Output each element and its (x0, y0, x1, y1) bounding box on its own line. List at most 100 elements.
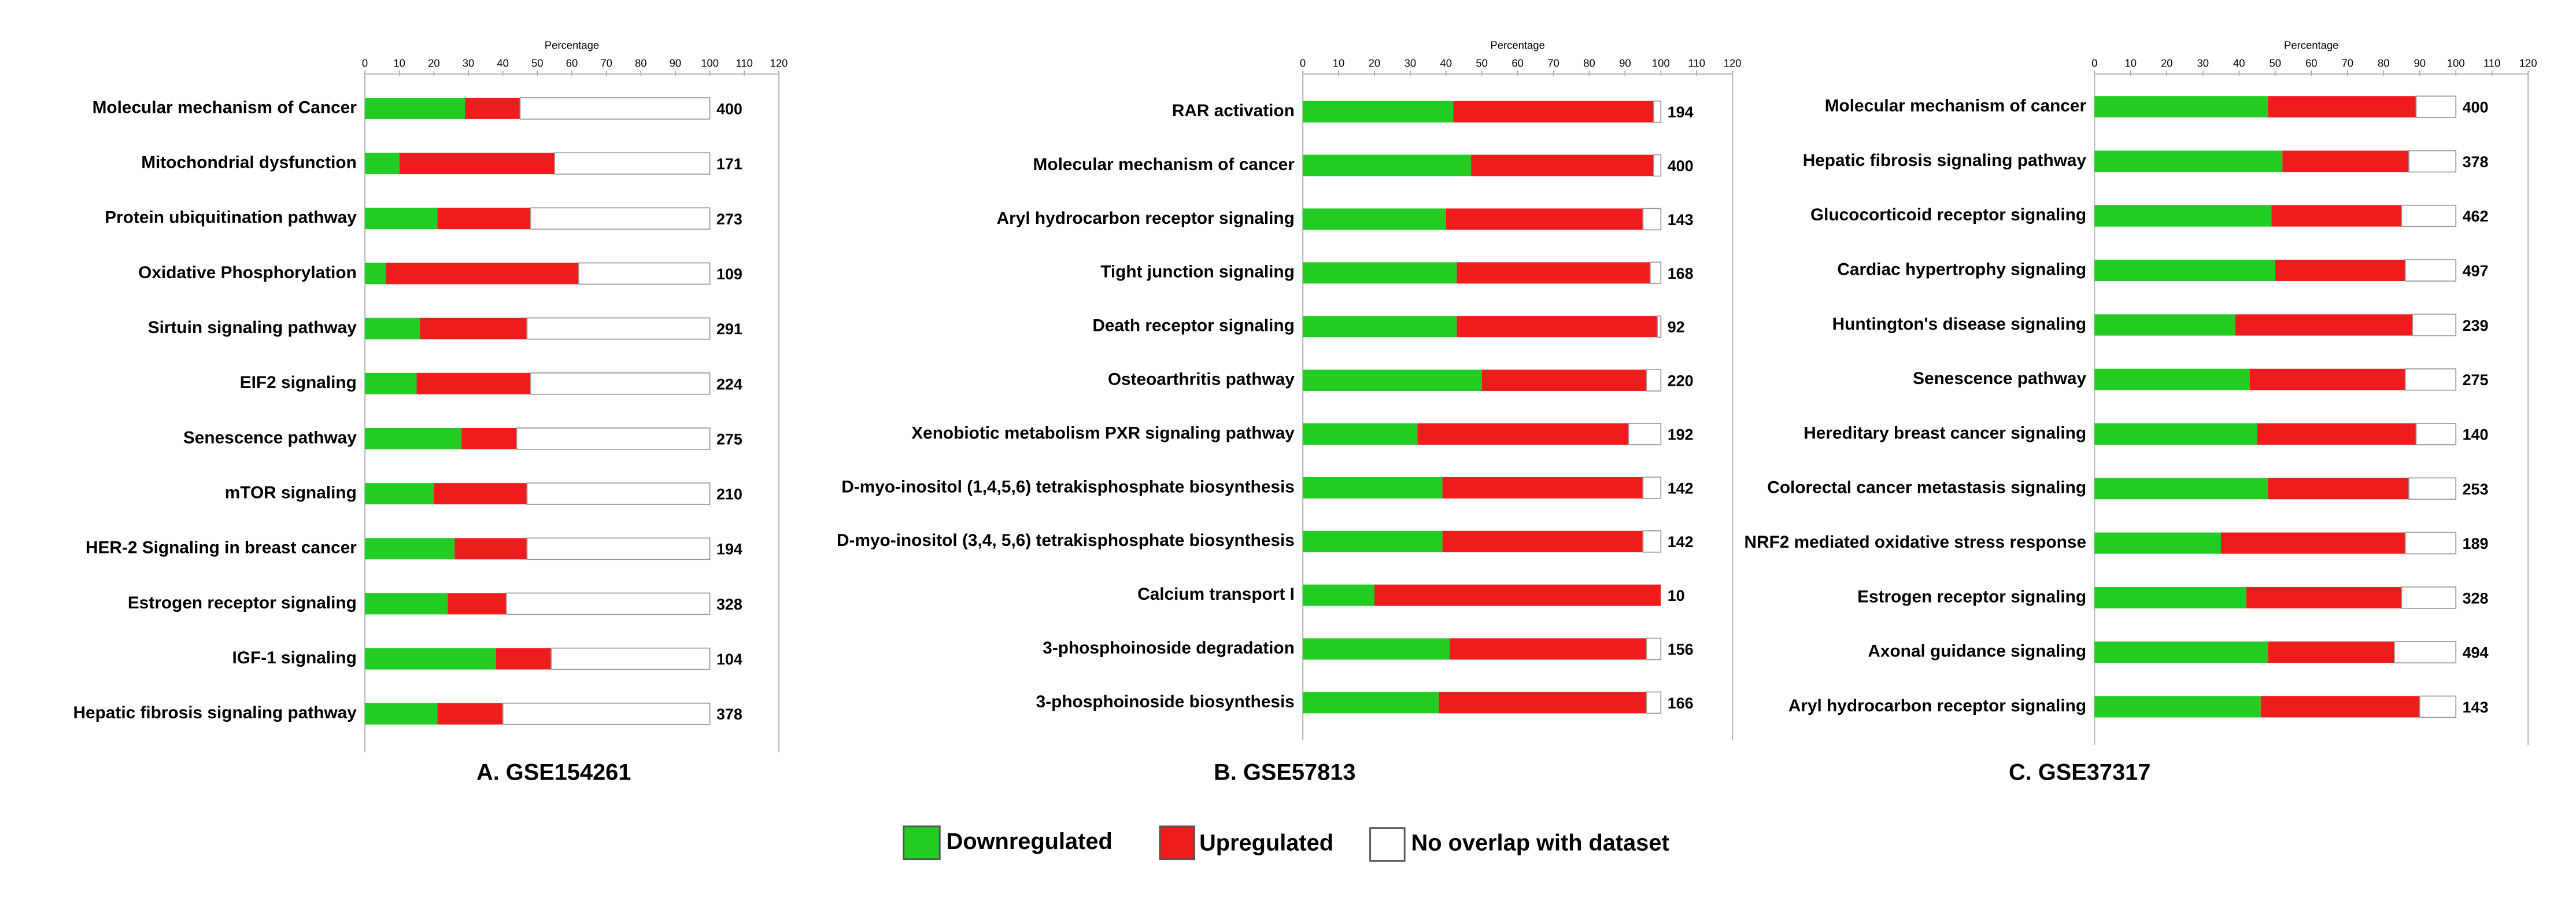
bar-segment (2260, 696, 2420, 718)
bar-segment (365, 318, 420, 339)
bar-segment (516, 427, 711, 450)
count-label: 497 (2463, 263, 2489, 280)
bar-segment (2246, 586, 2402, 608)
x-tick-label: 120 (2519, 57, 2537, 69)
bar-segment (1481, 370, 1647, 392)
x-tick-label: 90 (1619, 57, 1631, 69)
bar-segment (1303, 316, 1457, 338)
bar-segment (365, 208, 438, 230)
bar-segment (1642, 530, 1662, 553)
x-tick-label: 110 (2483, 57, 2500, 69)
x-tick-label: 50 (1476, 57, 1488, 69)
bar-segment (1649, 261, 1662, 285)
count-label: 220 (1668, 372, 1694, 390)
x-tick-label: 50 (2269, 57, 2281, 69)
bar-segment (1657, 315, 1662, 338)
legend-label: No overlap with dataset (1411, 830, 1669, 856)
category-label: Huntington's disease signaling (1832, 315, 2086, 334)
legend-swatch (1369, 827, 1406, 862)
bar-segment (1303, 154, 1472, 176)
bar-segment (1453, 101, 1654, 123)
bar-segment (2094, 478, 2268, 500)
count-label: 142 (1668, 479, 1694, 497)
x-axis-label: Percentage (1490, 39, 1544, 51)
x-tick-label: 80 (1583, 57, 1595, 69)
bar-segment (1303, 208, 1446, 230)
x-tick-label: 20 (428, 57, 440, 69)
category-label: Hereditary breast cancer signaling (1803, 423, 2086, 442)
bar-segment (399, 153, 555, 175)
category-label: Colorectal cancer metastasis signaling (1767, 478, 2086, 497)
count-label: 104 (716, 651, 742, 668)
count-label: 194 (716, 541, 742, 558)
bar-segment (2094, 205, 2272, 227)
count-label: 400 (1668, 157, 1694, 175)
bar-segment (2094, 423, 2257, 445)
bar-segment (2094, 260, 2275, 282)
bar-segment (365, 593, 448, 615)
bar-segment (2412, 313, 2457, 337)
x-tick-label: 30 (1405, 57, 1417, 69)
bar-segment (1653, 154, 1662, 177)
bar-segment (2401, 204, 2457, 227)
x-axis-label: Percentage (545, 39, 599, 51)
count-label: 92 (1668, 319, 1685, 336)
x-axis-label: Percentage (2284, 39, 2338, 51)
count-label: 494 (2463, 644, 2489, 662)
bar-segment (365, 648, 496, 670)
bar-segment (365, 98, 465, 119)
bar-segment (1439, 692, 1647, 714)
x-tick-label: 100 (2447, 57, 2465, 69)
count-label: 328 (2463, 589, 2489, 607)
category-label: Molecular mechanism of Cancer (93, 98, 357, 117)
category-label: RAR activation (1172, 101, 1295, 120)
category-label: Estrogen receptor signaling (128, 593, 357, 612)
x-tick-label: 60 (1511, 57, 1524, 69)
bar-segment (2094, 314, 2235, 336)
count-label: 253 (2463, 481, 2489, 498)
count-label: 109 (716, 265, 742, 283)
bar-segment (1442, 530, 1643, 552)
category-label: Osteoarthritis pathway (1108, 370, 1295, 389)
bar-segment (1646, 691, 1662, 714)
bar-segment (365, 263, 386, 285)
x-tick-label: 30 (2197, 57, 2209, 69)
category-label: Tight junction signaling (1100, 263, 1295, 282)
bar-segment (1303, 692, 1439, 714)
category-label: 3-phosphoinoside biosynthesis (1036, 692, 1295, 711)
bar-segment (519, 97, 711, 120)
category-label: Protein ubiquitination pathway (105, 208, 357, 227)
legend-label: Upregulated (1199, 830, 1333, 856)
x-tick-label: 40 (1440, 57, 1453, 69)
bar-segment (1303, 638, 1450, 660)
count-label: 142 (1668, 533, 1694, 551)
bar-segment (554, 152, 711, 175)
bar-segment (448, 593, 507, 615)
x-tick-label: 80 (2378, 57, 2390, 69)
legend-label: Downregulated (947, 829, 1113, 854)
bar-segment (1471, 154, 1654, 176)
bar-segment (530, 372, 711, 395)
bar-segment (526, 482, 711, 505)
category-label: Molecular mechanism of cancer (1033, 155, 1295, 174)
count-label: 166 (1668, 695, 1694, 712)
bar-segment (2094, 150, 2283, 172)
bar-segment (526, 537, 711, 560)
x-tick-label: 40 (497, 57, 509, 69)
count-label: 189 (2463, 535, 2489, 552)
bar-segment (385, 263, 579, 285)
category-label: Cardiac hypertrophy signaling (1837, 260, 2086, 279)
bar-segment (365, 538, 455, 560)
count-label: 275 (716, 430, 742, 448)
bar-segment (2404, 368, 2457, 391)
bar-segment (1303, 530, 1443, 552)
category-label: Aryl hydrocarbon receptor signaling (1788, 696, 2086, 715)
x-tick-label: 20 (2161, 57, 2173, 69)
bar-segment (1457, 262, 1650, 284)
category-label: Oxidative Phosphorylation (138, 263, 357, 282)
count-label: 194 (1668, 104, 1694, 121)
bar-segment (502, 702, 711, 725)
count-label: 378 (716, 706, 742, 723)
bar-segment (434, 483, 527, 505)
